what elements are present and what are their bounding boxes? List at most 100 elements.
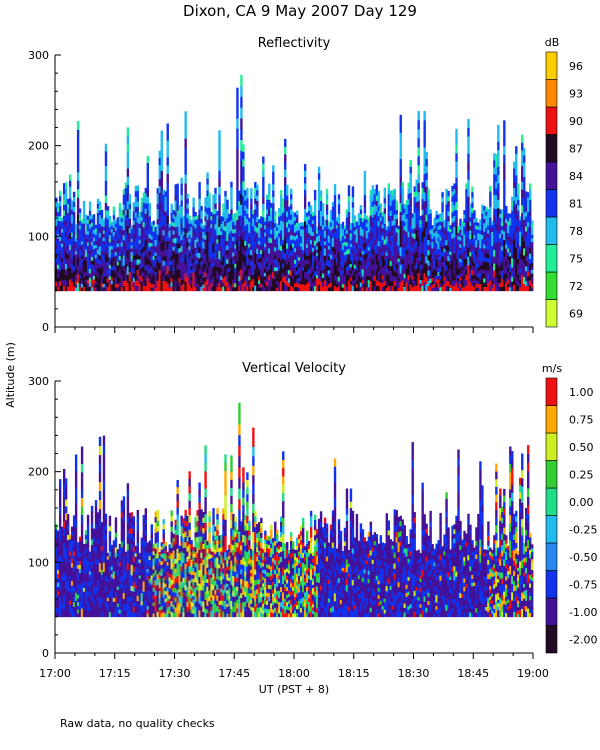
heatmap-cell <box>495 249 498 257</box>
heatmap-cell <box>230 214 233 221</box>
heatmap-cell <box>325 244 329 251</box>
heatmap-cell <box>335 265 339 270</box>
heatmap-cell <box>297 267 301 271</box>
heatmap-cell <box>441 261 444 267</box>
heatmap-cell <box>284 260 287 269</box>
heatmap-cell <box>86 271 90 277</box>
heatmap-cell <box>481 260 484 266</box>
heatmap-cell <box>327 252 331 257</box>
heatmap-cell <box>367 272 371 277</box>
heatmap-cell <box>445 270 448 276</box>
heatmap-cell <box>152 238 155 243</box>
heatmap-cell <box>409 231 412 239</box>
heatmap-cell <box>284 245 287 254</box>
heatmap-cell <box>481 226 484 231</box>
heatmap-cell <box>232 229 235 234</box>
heatmap-cell <box>148 255 151 261</box>
heatmap-cell <box>280 285 283 292</box>
heatmap-cell <box>477 236 480 241</box>
heatmap-cell <box>455 185 458 194</box>
heatmap-cell <box>341 266 345 271</box>
heatmap-cell <box>449 244 452 249</box>
heatmap-cell <box>359 277 363 283</box>
heatmap-cell <box>531 223 534 228</box>
heatmap-cell <box>106 273 110 279</box>
heatmap-cell <box>270 242 273 248</box>
heatmap-cell <box>433 225 436 230</box>
heatmap-cell <box>329 278 333 284</box>
heatmap-cell <box>232 225 235 230</box>
heatmap-cell <box>319 205 323 211</box>
heatmap-cell <box>124 236 128 243</box>
heatmap-cell <box>309 273 313 279</box>
heatmap-cell <box>511 243 514 249</box>
heatmap-cell <box>313 280 317 287</box>
heatmap-cell <box>329 238 333 243</box>
heatmap-cell <box>337 218 341 224</box>
heatmap-cell <box>176 194 179 201</box>
heatmap-cell <box>307 250 311 256</box>
heatmap-cell <box>62 535 66 544</box>
heatmap-cell <box>130 254 134 259</box>
heatmap-cell <box>214 203 217 209</box>
heatmap-cell <box>66 267 70 273</box>
heatmap-cell <box>250 239 253 245</box>
heatmap-cell <box>321 251 325 257</box>
heatmap-cell <box>297 250 301 254</box>
heatmap-cell <box>349 270 353 275</box>
heatmap-cell <box>248 287 251 292</box>
heatmap-cell <box>417 119 420 130</box>
heatmap-cell <box>469 260 472 266</box>
heatmap-cell <box>212 237 215 244</box>
heatmap-cell <box>98 259 102 265</box>
heatmap-cell <box>379 255 383 261</box>
heatmap-cell <box>278 274 281 279</box>
heatmap-cell <box>294 271 297 276</box>
heatmap-cell <box>254 274 257 281</box>
heatmap-cell <box>303 246 307 254</box>
heatmap-cell <box>477 246 480 251</box>
heatmap-cell <box>56 202 60 208</box>
heatmap-cell <box>130 258 134 262</box>
heatmap-cell <box>176 263 179 270</box>
heatmap-cell <box>419 286 422 292</box>
heatmap-cell <box>254 263 257 270</box>
heatmap-cell <box>192 272 195 278</box>
heatmap-cell <box>284 146 287 155</box>
heatmap-cell <box>335 268 339 273</box>
heatmap-cell <box>132 268 136 274</box>
heatmap-cell <box>493 194 496 202</box>
heatmap-cell <box>188 272 191 277</box>
heatmap-cell <box>329 286 333 292</box>
heatmap-cell <box>329 262 333 267</box>
heatmap-cell <box>120 274 124 279</box>
heatmap-cell <box>140 225 144 231</box>
heatmap-cell <box>188 215 191 220</box>
heatmap-cell <box>210 259 213 264</box>
heatmap-cell <box>439 267 442 272</box>
heatmap-cell <box>439 240 442 245</box>
heatmap-cell <box>84 226 88 231</box>
heatmap-cell <box>373 250 377 256</box>
heatmap-cell <box>517 215 520 222</box>
heatmap-cell <box>319 255 323 262</box>
heatmap-cell <box>276 237 279 241</box>
heatmap-cell <box>292 251 295 256</box>
heatmap-cell <box>134 269 138 276</box>
heatmap-cell <box>110 252 114 257</box>
y-tick-label: 200 <box>28 140 49 153</box>
heatmap-cell <box>256 248 259 254</box>
heatmap-cell <box>433 236 436 241</box>
heatmap-cell <box>295 246 299 252</box>
heatmap-cell <box>465 215 468 222</box>
heatmap-cell <box>136 201 140 207</box>
heatmap-cell <box>343 235 347 239</box>
heatmap-cell <box>276 273 279 278</box>
heatmap-cell <box>55 538 58 544</box>
heatmap-cell <box>475 217 478 222</box>
heatmap-cell <box>90 256 94 261</box>
heatmap-cell <box>136 211 140 218</box>
heatmap-cell <box>367 239 371 244</box>
heatmap-cell <box>124 187 128 194</box>
heatmap-cell <box>140 239 144 245</box>
